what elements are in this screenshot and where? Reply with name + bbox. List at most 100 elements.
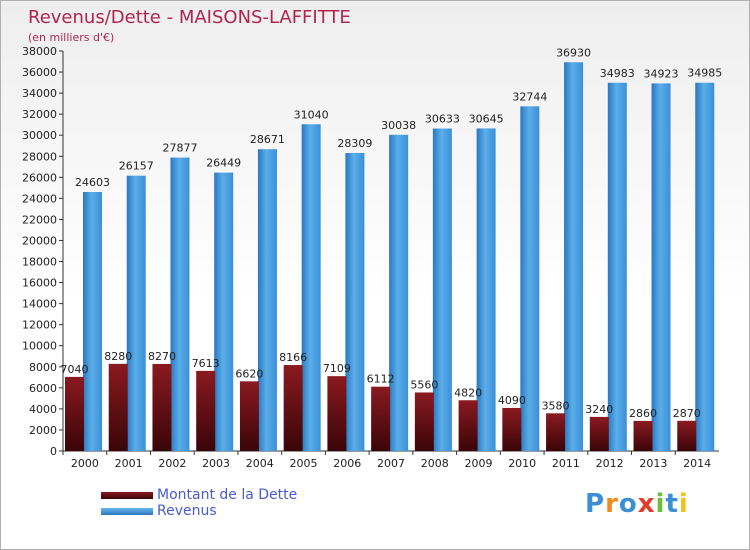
- dette-bar: [589, 416, 609, 451]
- dette-bar: [327, 376, 347, 451]
- y-tick-label: 28000: [22, 150, 57, 163]
- proxiti-logo: Proxiti: [585, 489, 689, 519]
- dette-data-label: 5560: [410, 378, 438, 391]
- revenus-data-label: 34923: [644, 67, 679, 80]
- revenus-bar: [301, 124, 321, 452]
- dette-bar: [283, 365, 303, 451]
- legend: Montant de la Dette Revenus: [101, 487, 297, 519]
- logo-letter: P: [585, 489, 606, 519]
- revenus-data-label: 27877: [162, 142, 197, 155]
- y-tick-label: 0: [50, 445, 57, 458]
- revenus-data-label: 36930: [556, 46, 591, 59]
- revenus-bar: [651, 83, 671, 452]
- dette-data-label: 3580: [542, 399, 570, 412]
- x-tick-label: 2010: [508, 457, 536, 470]
- revenus-data-label: 26157: [119, 160, 154, 173]
- legend-item-dette: Montant de la Dette: [101, 487, 297, 503]
- revenus-data-label: 32744: [512, 90, 547, 103]
- y-tick-label: 20000: [22, 234, 57, 247]
- y-tick-label: 38000: [22, 45, 57, 58]
- dette-bar: [239, 381, 259, 451]
- logo-letter: i: [655, 489, 666, 519]
- y-tick-label: 6000: [29, 382, 57, 395]
- dette-data-label: 7109: [323, 362, 351, 375]
- logo-letter: t: [665, 489, 679, 519]
- revenus-bar: [83, 192, 102, 451]
- dette-bar: [502, 407, 522, 451]
- x-tick-label: 2012: [596, 457, 624, 470]
- dette-data-label: 2870: [673, 407, 701, 420]
- dette-bar: [152, 363, 172, 451]
- y-tick-label: 18000: [22, 256, 57, 269]
- y-tick-label: 30000: [22, 129, 57, 142]
- dette-bar: [196, 370, 216, 451]
- revenus-bar: [564, 62, 584, 452]
- revenus-data-label: 34985: [687, 67, 722, 80]
- legend-swatch-revenus: [101, 507, 153, 515]
- y-tick-label: 10000: [22, 340, 57, 353]
- revenus-bar: [257, 149, 277, 451]
- dette-data-label: 4820: [454, 386, 482, 399]
- revenus-data-label: 30633: [425, 113, 460, 126]
- dette-bar: [633, 420, 653, 451]
- logo-letter: o: [618, 489, 638, 519]
- y-tick-label: 16000: [22, 277, 57, 290]
- x-tick-label: 2001: [115, 457, 143, 470]
- y-tick-label: 26000: [22, 171, 57, 184]
- y-tick-label: 2000: [29, 424, 57, 437]
- x-tick-label: 2003: [202, 457, 230, 470]
- dette-bar: [677, 420, 697, 451]
- dette-bar: [65, 376, 84, 451]
- revenus-bar: [389, 134, 409, 451]
- dette-data-label: 8166: [279, 351, 307, 364]
- y-tick-label: 12000: [22, 319, 57, 332]
- revenus-data-label: 24603: [75, 176, 110, 189]
- revenus-bar: [214, 172, 234, 451]
- y-tick-label: 22000: [22, 213, 57, 226]
- revenus-data-label: 30038: [381, 119, 416, 132]
- x-tick-label: 2002: [158, 457, 186, 470]
- revenus-bar: [170, 157, 190, 451]
- dette-bar: [108, 363, 128, 451]
- logo-letter: r: [605, 489, 619, 519]
- revenus-data-label: 26449: [206, 157, 241, 170]
- x-tick-label: 2009: [464, 457, 492, 470]
- dette-data-label: 6620: [235, 367, 263, 380]
- x-tick-label: 2006: [333, 457, 361, 470]
- dette-data-label: 7040: [61, 363, 89, 376]
- logo-letter: x: [637, 489, 656, 519]
- logo-letter: i: [678, 489, 689, 519]
- chart-title: Revenus/Dette - MAISONS-LAFFITTE: [28, 7, 351, 28]
- bars: [65, 62, 715, 452]
- dette-bar: [414, 392, 434, 451]
- dette-data-label: 8270: [148, 350, 176, 363]
- revenus-data-label: 30645: [469, 112, 504, 125]
- revenus-data-label: 28309: [337, 137, 372, 150]
- dette-data-label: 2860: [629, 407, 657, 420]
- dette-bar: [546, 413, 566, 451]
- x-tick-label: 2007: [377, 457, 405, 470]
- x-tick-label: 2005: [290, 457, 318, 470]
- data-labels: 24603 26157 27877 26449 28671 31040 28309 30038…: [61, 46, 723, 420]
- dette-data-label: 3240: [585, 403, 613, 416]
- x-tick-label: 2004: [246, 457, 274, 470]
- revenus-bar: [432, 128, 452, 451]
- chart-subtitle: (en milliers d'€): [28, 31, 115, 44]
- legend-label-revenus: Revenus: [157, 503, 217, 519]
- y-tick-label: 14000: [22, 298, 57, 311]
- y-tick-label: 4000: [29, 403, 57, 416]
- dette-data-label: 6112: [367, 373, 395, 386]
- revenus-bar: [345, 153, 365, 451]
- dette-bar: [458, 400, 478, 451]
- y-tick-label: 32000: [22, 108, 57, 121]
- dette-data-label: 8280: [104, 350, 132, 363]
- x-tick-label: 2000: [71, 457, 99, 470]
- legend-label-dette: Montant de la Dette: [157, 487, 298, 503]
- revenus-bar: [126, 175, 146, 452]
- x-tick-label: 2014: [683, 457, 711, 470]
- y-tick-label: 8000: [29, 361, 57, 374]
- y-tick-label: 24000: [22, 192, 57, 205]
- x-tick-label: 2013: [639, 457, 667, 470]
